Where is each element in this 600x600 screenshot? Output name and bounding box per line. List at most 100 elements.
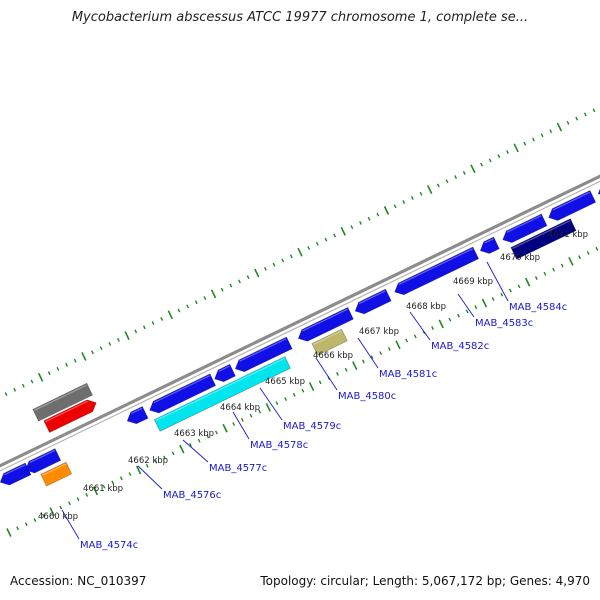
outer-tick-mark [324,237,328,242]
kbp-label: 4663 kbp [174,429,214,439]
inner-tick-mark [336,372,339,376]
outer-tick-mark [427,185,433,194]
gene-cds-mab4578c-shine [239,338,287,362]
gene-cds-mab4578c[interactable] [234,336,293,373]
inner-tick-mark [154,459,158,464]
gene-cds-mab4581c-shine [398,248,473,285]
gene-cyan-highlight[interactable] [153,356,291,432]
gene-navy-feature[interactable] [510,218,577,260]
outer-tick-mark [194,300,198,305]
inner-tick-mark [85,493,89,497]
gene-label[interactable]: MAB_4583c [475,318,533,329]
inner-tick-mark [405,338,409,343]
outer-tick-mark [65,362,68,367]
inner-tick-mark [275,401,279,406]
outer-tick-mark [203,296,207,300]
gene-label-leader [409,311,431,341]
gene-label[interactable]: MAB_4576c [163,490,221,501]
outer-tick-mark [340,226,346,236]
inner-tick-mark [318,380,322,385]
gene-cds-mab4576c[interactable] [149,373,216,414]
inner-tick-mark [249,413,253,418]
gene-cds-left-edge-shine [4,464,26,476]
outer-tick-mark [56,367,60,371]
inner-tick-mark [560,263,564,268]
outer-tick-mark [73,358,77,363]
gene-cds-mab4576c-shine [153,375,210,404]
gene-cds-small[interactable] [126,406,149,425]
inner-tick-mark [474,305,478,310]
outer-tick-mark [160,316,164,321]
gene-cds-mab4583c[interactable] [502,213,548,243]
outer-tick-mark [21,383,25,388]
gene-label-leader [486,261,509,302]
inner-tick-mark [33,518,37,522]
gene-cds-mab4584c[interactable] [548,190,597,221]
outer-tick-mark [575,116,579,121]
gene-cds-mab4581c[interactable] [394,246,480,296]
outer-tick-mark [488,158,492,163]
outer-tick-mark [454,175,458,179]
gene-label-leader [357,337,379,369]
outer-tick-mark [436,183,440,188]
outer-tick-mark [315,241,319,246]
feature-track[interactable] [0,166,600,487]
kbp-label: 4669 kbp [453,277,493,287]
outer-tick-mark [393,204,397,209]
gene-cds-mab4577c[interactable] [214,363,236,383]
gene-khaki-feature[interactable] [311,328,348,356]
gene-cds-small-shine [131,407,143,415]
outer-tick-mark [167,310,173,320]
inner-tick-mark [344,367,348,372]
outer-tick-mark [333,233,336,238]
gene-cds-mab4582c[interactable] [479,236,500,254]
gene-cds-mab4574c-neighbor-shine [29,449,56,464]
inner-tick-mark [258,409,262,414]
inner-tick-mark [413,334,417,339]
gene-gray-feature[interactable] [32,382,93,422]
gene-label-leader [315,357,338,391]
gene-cds-mab4574c-neighbor[interactable] [25,448,62,474]
gene-label-leader [182,439,209,463]
gene-label[interactable]: MAB_4580c [338,391,396,402]
outer-tick-mark [246,275,250,280]
outer-tick-mark [210,289,217,299]
outer-tick-mark [556,122,563,132]
gene-orange-feature[interactable] [40,461,73,487]
inner-tick-mark [308,382,315,391]
outer-tick-mark [497,154,501,159]
gene-label[interactable]: MAB_4577c [209,463,267,474]
inner-tick-mark [578,255,581,260]
outer-tick-mark [359,221,362,225]
inner-tick-mark [491,296,495,301]
inner-tick-mark [448,317,452,322]
outer-tick-mark [480,162,483,167]
gene-label[interactable]: MAB_4578c [250,440,308,451]
gene-label[interactable]: MAB_4574c [80,540,138,551]
inner-tick-mark [543,271,547,276]
kbp-axis-labels: 4660 kbp 4661 kbp 4662 kbp 4663 kbp 4664 kbp… [38,230,588,522]
backbone-line [0,174,600,468]
inner-tick-mark [163,455,166,460]
outer-tick-mark [108,342,112,346]
inner-tick-mark [265,402,271,412]
kbp-label: 4666 kbp [313,351,353,361]
outer-tick-mark [91,350,94,355]
inner-tick-mark [465,309,469,314]
outer-tick-mark [566,120,570,125]
inner-tick-mark [352,361,358,371]
gene-red-feature[interactable] [43,399,97,433]
gene-label[interactable]: MAB_4581c [379,369,437,380]
kbp-label: 4665 kbp [265,377,305,387]
gene-label[interactable]: MAB_4584c [509,302,567,313]
gene-cds-left-edge[interactable] [0,462,32,486]
inner-tick-mark [284,397,288,401]
inner-tick-mark [119,476,123,481]
outer-tick-mark [151,321,155,326]
inner-tick-mark [68,501,71,506]
gene-cds-mab4580c[interactable] [354,288,392,315]
gene-cds-mab4579c[interactable] [297,306,354,342]
gene-label[interactable]: MAB_4582c [431,341,489,352]
gene-label[interactable]: MAB_4579c [283,421,341,432]
